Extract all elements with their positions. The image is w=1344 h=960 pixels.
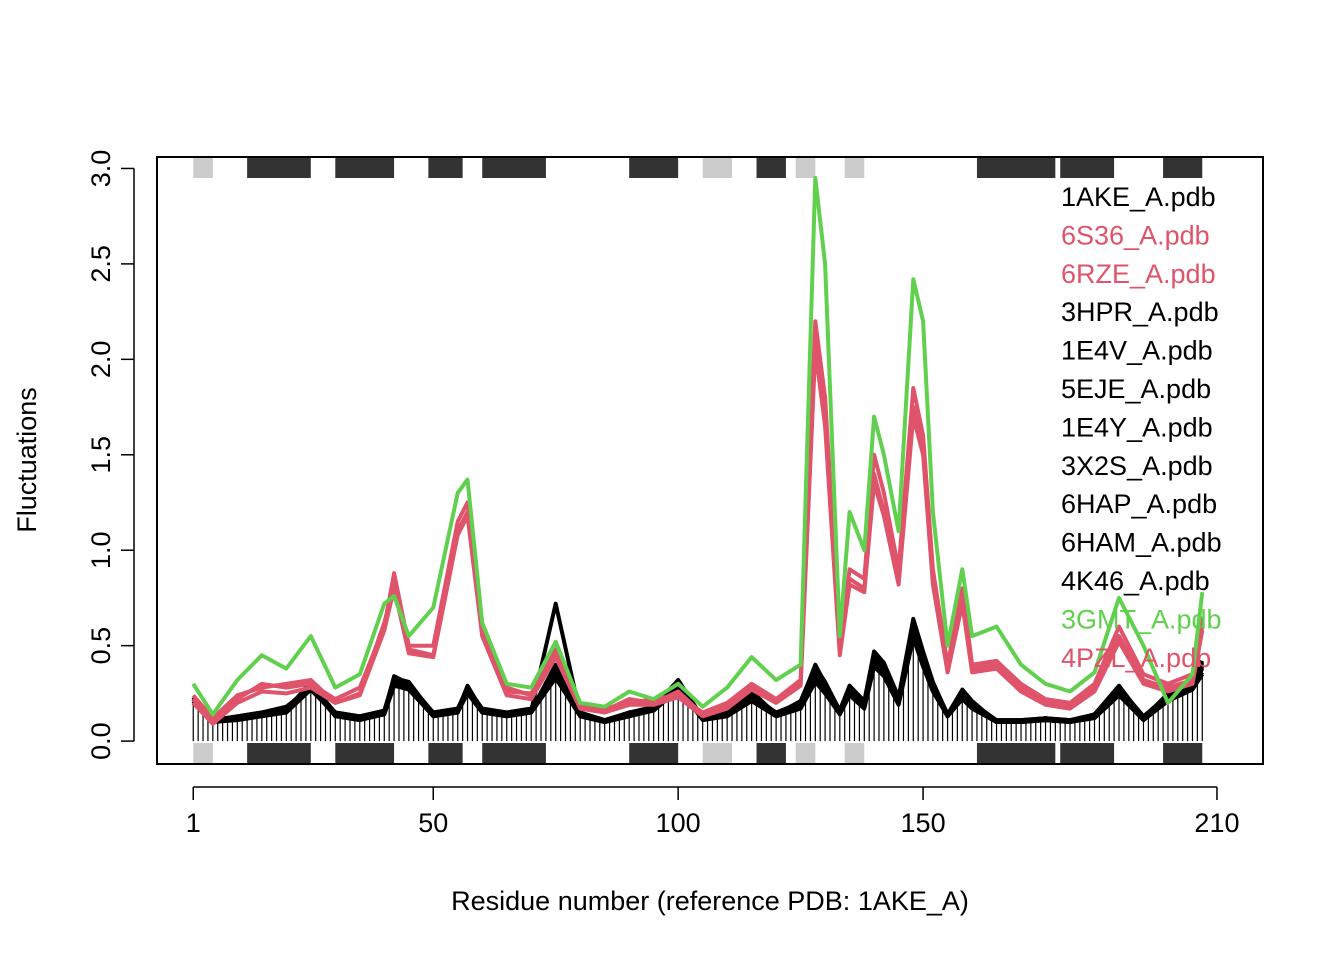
legend: 1AKE_A.pdb 6S36_A.pdb 6RZE_A.pdb 3HPR_A.pdb… [1061,182,1222,673]
sse-bottom-7 [756,743,786,764]
series-line-3gmt-a-pdb [191,176,1205,717]
plot-frame [156,156,1264,765]
sse-top-12 [1163,157,1203,178]
sse-top-10 [976,157,1056,178]
y-tick-label-3: 1.5 [86,436,116,474]
y-tick-label-1: 0.5 [86,627,116,665]
sse-top-8 [795,157,816,178]
sse-bottom-8 [795,743,816,764]
sse-bottom-6 [702,743,733,764]
legend-entry-6: 1E4Y_A.pdb [1061,412,1213,442]
sse-top-3 [428,157,463,178]
legend-entry-2: 6RZE_A.pdb [1061,259,1216,289]
sse-top-6 [702,157,733,178]
sse-top-9 [844,157,865,178]
legend-entry-12: 4PZL_A.pdb [1061,643,1211,673]
legend-entry-5: 5EJE_A.pdb [1061,374,1211,404]
sse-bottom-5 [629,743,679,764]
legend-entry-9: 6HAM_A.pdb [1061,528,1222,558]
secondary-structure-bars [193,157,1203,764]
y-tick-label-5: 2.5 [86,245,116,283]
x-tick-label-1: 50 [418,808,448,838]
sse-bottom-12 [1163,743,1203,764]
sse-top-4 [482,157,546,178]
sse-top-5 [629,157,679,178]
series-line-6s36-a-pdb [191,319,1205,724]
legend-entry-1: 6S36_A.pdb [1061,220,1210,250]
sse-top-11 [1060,157,1115,178]
x-tick-label-2: 100 [656,808,701,838]
y-tick-label-6: 3.0 [86,150,116,188]
y-tick-label-2: 1.0 [86,531,116,569]
x-axis-label: Residue number (reference PDB: 1AKE_A) [451,886,969,916]
sse-bottom-2 [335,743,395,764]
sse-bottom-1 [247,743,311,764]
sse-bottom-0 [193,743,213,764]
sse-bottom-3 [428,743,463,764]
y-axis: 0.0 0.5 1.0 1.5 2.0 2.5 3.0 [86,150,135,760]
legend-entry-4: 1E4V_A.pdb [1061,336,1213,366]
series-line-4pzl-a-pdb [191,347,1205,726]
series-line-4k46-a-pdb [191,622,1205,723]
sse-top-1 [247,157,311,178]
legend-entry-0: 1AKE_A.pdb [1061,182,1216,212]
series-line-6rze-a-pdb [191,338,1205,721]
sse-bottom-11 [1060,743,1115,764]
x-tick-label-0: 1 [186,808,201,838]
sse-bottom-4 [482,743,546,764]
sse-bottom-10 [976,743,1056,764]
y-tick-label-0: 0.0 [86,722,116,760]
legend-entry-11: 3GMT_A.pdb [1061,604,1222,634]
y-tick-label-4: 2.0 [86,341,116,379]
y-axis-label: Fluctuations [12,387,42,533]
sse-top-0 [193,157,213,178]
legend-entry-7: 3X2S_A.pdb [1061,451,1213,481]
legend-entry-10: 4K46_A.pdb [1061,566,1210,596]
legend-entry-3: 3HPR_A.pdb [1061,297,1219,327]
x-tick-label-3: 150 [901,808,946,838]
series-lines [191,176,1205,726]
legend-entry-8: 6HAP_A.pdb [1061,489,1217,519]
x-tick-label-4: 210 [1194,808,1239,838]
sse-bottom-9 [844,743,865,764]
sse-top-7 [756,157,786,178]
x-axis: 1 50 100 150 210 [186,786,1239,838]
sse-top-2 [335,157,395,178]
